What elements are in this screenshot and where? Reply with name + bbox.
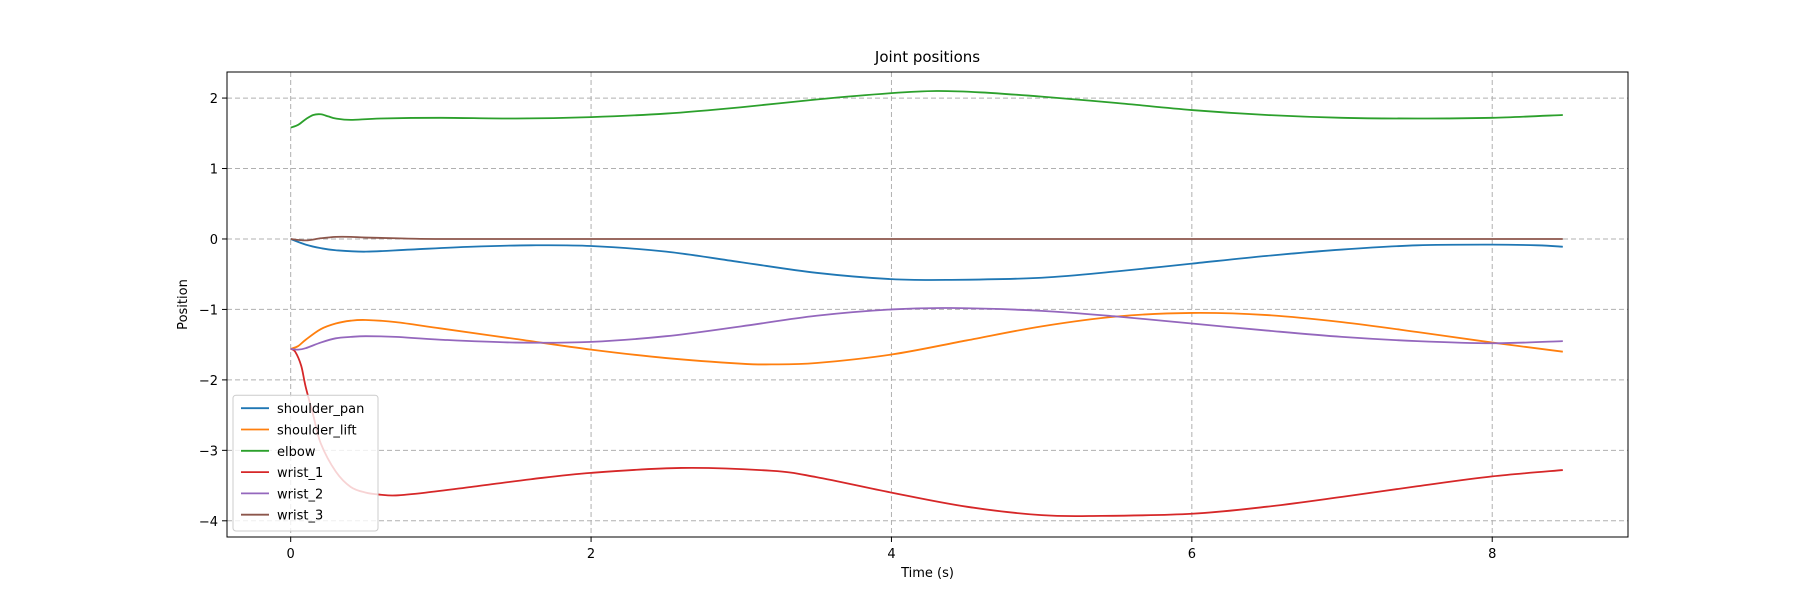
legend-label: shoulder_lift [277, 424, 357, 439]
legend-box [232, 394, 379, 532]
series-layer [290, 90, 1563, 518]
series-line-wrist-3 [290, 235, 1563, 242]
series-line-shoulder-pan [290, 238, 1563, 281]
y-tick-label: −3 [199, 444, 218, 459]
legend-label: wrist_2 [277, 487, 323, 502]
x-tick-label: 4 [887, 547, 895, 562]
series-line-shoulder-lift [290, 312, 1563, 366]
legend-label: wrist_1 [277, 466, 323, 481]
ticks-layer: 0 2 4 6 8 2 1 0 −1 −2 −3 −4 [199, 92, 1497, 562]
y-axis-label: Position [176, 279, 191, 330]
y-tick-label: −1 [199, 303, 218, 318]
y-tick-label: −2 [199, 374, 218, 389]
legend-label: shoulder_pan [277, 402, 364, 417]
series-line-wrist-2 [290, 307, 1563, 351]
chart-title: Joint positions [874, 48, 980, 66]
x-axis-label: Time (s) [900, 566, 954, 581]
grid-layer [227, 72, 1628, 537]
x-tick-label: 6 [1188, 547, 1196, 562]
series-line-wrist-1 [290, 348, 1563, 518]
x-tick-label: 0 [287, 547, 295, 562]
y-tick-label: 2 [210, 92, 218, 107]
y-tick-label: −4 [199, 515, 218, 530]
y-tick-label: 1 [210, 163, 218, 178]
x-tick-label: 8 [1488, 547, 1496, 562]
legend-label: wrist_3 [277, 509, 323, 524]
plot-frame [226, 71, 1629, 538]
legend-label: elbow [277, 445, 316, 460]
x-tick-label: 2 [587, 547, 595, 562]
series-line-elbow [290, 90, 1563, 129]
y-tick-label: 0 [210, 233, 218, 248]
